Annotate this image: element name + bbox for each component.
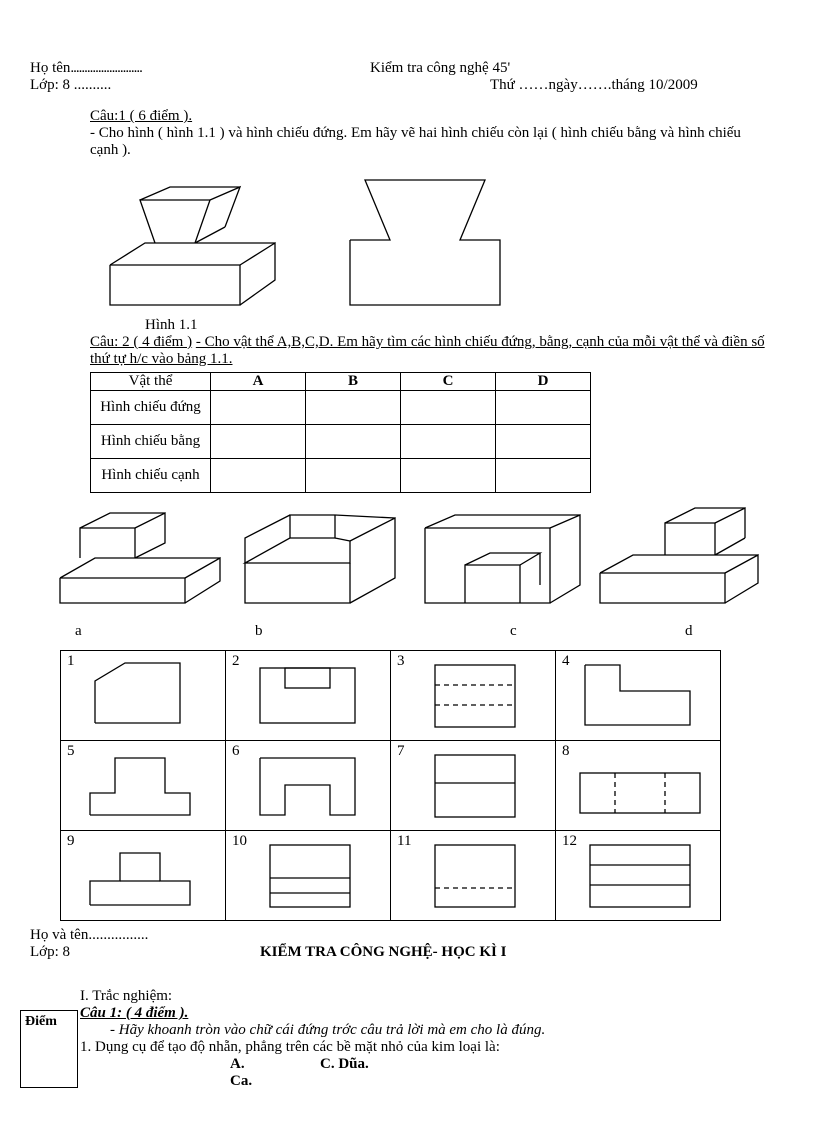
table-cell[interactable] (401, 425, 496, 459)
q1-heading: Câu:1 ( 6 điểm ). (90, 108, 756, 125)
figure-1-1-solid (100, 165, 290, 315)
table-row-label: Hình chiếu cạnh (91, 459, 211, 493)
cell-number: 7 (397, 743, 405, 760)
shape-cell: 9 (61, 831, 226, 921)
footer-title: KIỂM TRA CÔNG NGHỆ- HỌC KÌ I (260, 944, 506, 961)
solid-label: d (685, 623, 770, 640)
shape-cell: 3 (391, 651, 556, 741)
table-row-label: Hình chiếu bằng (91, 425, 211, 459)
q2-heading: Câu: 2 ( 4 điểm ) (90, 334, 192, 350)
answer-table: Vật thể A B C D Hình chiếu đứng Hình chi… (90, 372, 591, 493)
q2-text: - Cho vật thể A,B,C,D. Em hãy tìm các hì… (90, 334, 765, 367)
table-cell[interactable] (211, 391, 306, 425)
date-line: Thứ ……ngày…….tháng 10/2009 (330, 77, 786, 94)
shape-cell: 1 (61, 651, 226, 741)
score-label: Điểm (25, 1014, 57, 1029)
header: Họ tên Lớp: 8 .......... Kiểm tra công n… (30, 60, 786, 94)
solid-label: a (75, 623, 230, 640)
q1-figures (100, 165, 786, 315)
question-2: Câu: 2 ( 4 điểm ) - Cho vật thể A,B,C,D.… (30, 334, 786, 368)
exam-title: Kiểm tra công nghệ 45' (330, 60, 786, 77)
table-cell[interactable] (401, 459, 496, 493)
solid-c (410, 503, 590, 623)
shape-cell: 4 (556, 651, 721, 741)
item-1: 1. Dụng cụ để tạo độ nhẵn, phẳng trên cá… (80, 1039, 786, 1056)
table-col-c: C (401, 373, 496, 391)
solid-label: b (255, 623, 410, 640)
table-cell[interactable] (306, 425, 401, 459)
q1-heading-footer: Câu 1: ( 4 điểm ). (80, 1005, 786, 1022)
table-col-a: A (211, 373, 306, 391)
table-cell[interactable] (496, 459, 591, 493)
section-i: I. Trắc nghiệm: Câu 1: ( 4 điểm ). - Hãy… (80, 988, 786, 1090)
footer-name: Họ và tên................ (30, 927, 786, 944)
table-cell[interactable] (306, 391, 401, 425)
shape-cell: 8 (556, 741, 721, 831)
figure-1-1-frontview (330, 165, 520, 315)
cell-number: 6 (232, 743, 240, 760)
shape-cell: 11 (391, 831, 556, 921)
cell-number: 4 (562, 653, 570, 670)
shape-cell: 5 (61, 741, 226, 831)
cell-number: 1 (67, 653, 75, 670)
q1-text: - Cho hình ( hình 1.1 ) và hình chiếu đứ… (90, 125, 756, 159)
footer-class: Lớp: 8 (30, 944, 260, 961)
table-col-b: B (306, 373, 401, 391)
shapes-grid: 1 2 3 4 5 6 7 8 (60, 650, 721, 921)
class-label: Lớp: 8 .......... (30, 77, 330, 94)
shape-cell: 7 (391, 741, 556, 831)
table-cell[interactable] (306, 459, 401, 493)
table-cell[interactable] (496, 425, 591, 459)
cell-number: 8 (562, 743, 570, 760)
fig-1-1-label: Hình 1.1 (145, 317, 786, 334)
table-col-d: D (496, 373, 591, 391)
option-c: C. Dũa. (320, 1056, 369, 1072)
table-row-label: Hình chiếu đứng (91, 391, 211, 425)
table-cell[interactable] (401, 391, 496, 425)
table-header: Vật thể (91, 373, 211, 391)
shape-cell: 6 (226, 741, 391, 831)
shape-cell: 12 (556, 831, 721, 921)
solid-d (590, 503, 770, 623)
solid-a (50, 503, 230, 623)
question-1: Câu:1 ( 6 điểm ). - Cho hình ( hình 1.1 … (30, 108, 786, 159)
cell-number: 11 (397, 833, 411, 850)
cell-number: 5 (67, 743, 75, 760)
score-box: Điểm (20, 1010, 78, 1088)
solids-row: a b c (50, 503, 786, 640)
section-heading: I. Trắc nghiệm: (80, 988, 786, 1005)
solid-b (230, 503, 410, 623)
cell-number: 12 (562, 833, 577, 850)
table-cell[interactable] (211, 459, 306, 493)
cell-number: 2 (232, 653, 240, 670)
instruction: - Hãy khoanh tròn vào chữ cái đứng trớc … (80, 1022, 786, 1039)
table-cell[interactable] (496, 391, 591, 425)
table-cell[interactable] (211, 425, 306, 459)
name-label: Họ tên (30, 60, 330, 77)
shape-cell: 10 (226, 831, 391, 921)
cell-number: 9 (67, 833, 75, 850)
cell-number: 10 (232, 833, 247, 850)
solid-label: c (510, 623, 590, 640)
option-a: A. Ca. (230, 1056, 252, 1089)
cell-number: 3 (397, 653, 405, 670)
shape-cell: 2 (226, 651, 391, 741)
